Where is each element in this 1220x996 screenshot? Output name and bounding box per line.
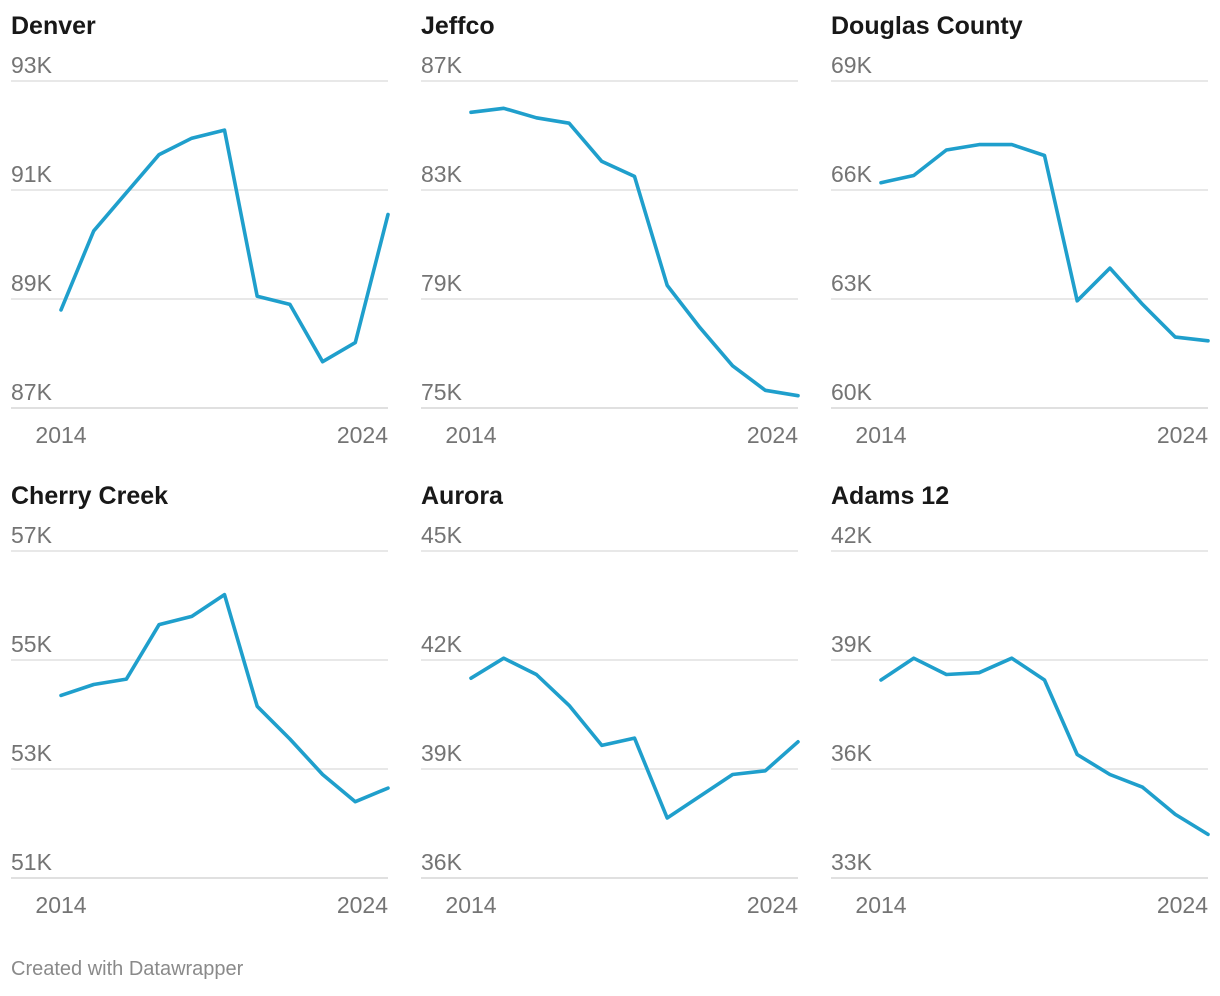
x-tick-label: 2014: [855, 892, 906, 918]
series-line: [469, 106, 800, 398]
x-tick-label: 2024: [747, 892, 798, 918]
x-tick-label: 2024: [1157, 422, 1208, 448]
x-tick-label: 2014: [35, 892, 86, 918]
y-tick-label: 87K: [11, 379, 53, 405]
y-tick-label: 66K: [831, 161, 873, 187]
panel-adams-12: Adams 12 33K 36K 39K 42K 2014 2024: [831, 482, 1210, 918]
y-tick-label: 63K: [831, 270, 873, 296]
panel-cherry-creek: Cherry Creek 51K 53K 55K 57K 2014 2024: [11, 482, 390, 918]
y-tick-label: 55K: [11, 631, 53, 657]
x-tick-label: 2024: [337, 422, 388, 448]
panel-aurora: Aurora 36K 39K 42K 45K 2014 2024: [421, 482, 800, 918]
x-tick-label: 2014: [855, 422, 906, 448]
y-tick-label: 36K: [421, 849, 463, 875]
x-tick-label: 2014: [445, 892, 496, 918]
y-tick-label: 42K: [421, 631, 463, 657]
panel-title: Douglas County: [831, 12, 1023, 40]
y-tick-label: 87K: [421, 52, 463, 78]
y-tick-label: 45K: [421, 522, 463, 548]
y-tick-label: 91K: [11, 161, 53, 187]
footer-credit: Created with Datawrapper: [11, 958, 244, 980]
series-line: [879, 142, 1210, 343]
panel-title: Adams 12: [831, 482, 949, 510]
y-tick-label: 39K: [421, 740, 463, 766]
y-tick-label: 75K: [421, 379, 463, 405]
y-tick-label: 57K: [11, 522, 53, 548]
y-tick-label: 33K: [831, 849, 873, 875]
series-line: [469, 656, 800, 820]
series-line: [879, 656, 1210, 837]
y-tick-label: 89K: [11, 270, 53, 296]
panel-title: Jeffco: [421, 12, 495, 40]
x-tick-label: 2014: [445, 422, 496, 448]
x-tick-label: 2024: [1157, 892, 1208, 918]
panel-title: Cherry Creek: [11, 482, 168, 510]
series-line: [59, 592, 390, 804]
y-tick-label: 51K: [11, 849, 53, 875]
panel-denver: Denver 87K 89K 91K 93K 2014 2024: [11, 12, 390, 448]
panel-jeffco: Jeffco 75K 79K 83K 87K 2014 2024: [421, 12, 800, 448]
x-tick-label: 2024: [337, 892, 388, 918]
panel-douglas-county: Douglas County 60K 63K 66K 69K 2014 2024: [831, 12, 1210, 448]
panel-title: Aurora: [421, 482, 504, 510]
y-tick-label: 36K: [831, 740, 873, 766]
x-tick-label: 2024: [747, 422, 798, 448]
y-tick-label: 93K: [11, 52, 53, 78]
y-tick-label: 60K: [831, 379, 873, 405]
y-tick-label: 83K: [421, 161, 463, 187]
series-line: [59, 128, 390, 364]
y-tick-label: 39K: [831, 631, 873, 657]
panel-title: Denver: [11, 12, 96, 40]
x-tick-label: 2014: [35, 422, 86, 448]
y-tick-label: 53K: [11, 740, 53, 766]
y-tick-label: 69K: [831, 52, 873, 78]
y-tick-label: 42K: [831, 522, 873, 548]
y-tick-label: 79K: [421, 270, 463, 296]
